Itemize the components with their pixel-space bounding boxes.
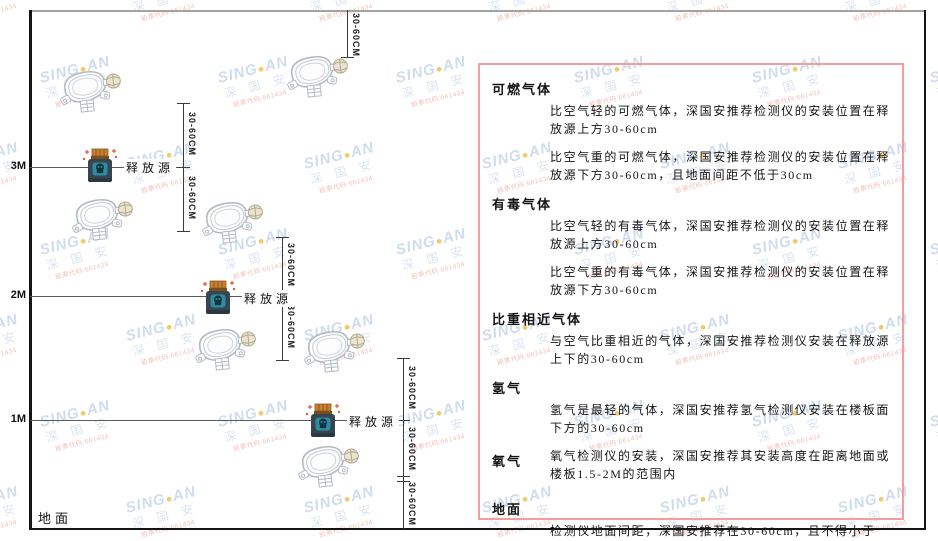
floor-line xyxy=(30,528,926,530)
section-heading: 氧气 xyxy=(492,454,523,469)
section-heading: 地面 xyxy=(492,502,523,517)
dimension-tick xyxy=(397,476,410,477)
info-panel: 可燃气体 比空气轻的可燃气体，深国安推荐检测仪的安装位置在释放源上方30-60c… xyxy=(478,63,904,538)
release-source-icon xyxy=(82,148,118,183)
gas-detector-icon xyxy=(283,52,351,100)
dimension-label: 30-60CM xyxy=(187,176,197,221)
section-heading: 有毒气体 xyxy=(492,197,553,212)
panel-section: 地面 检测仪地面间距，深国安推荐在30-60cm，且不得小于30cm，因为过低容… xyxy=(492,499,890,541)
dimension-tick xyxy=(177,103,190,104)
dimension-tick xyxy=(397,481,410,482)
height-marker-3m: 3M xyxy=(10,160,26,172)
release-source-label: 释放源 xyxy=(347,413,400,430)
section-heading: 比重相近气体 xyxy=(492,312,583,327)
section-paragraph: 比空气重的可燃气体，深国安推荐检测仪的安装位置在释放源下方30-60cm，且地面… xyxy=(550,150,891,182)
dimension-label: 30-60CM xyxy=(407,482,417,527)
gas-detector-icon xyxy=(294,442,362,490)
section-paragraph: 检测仪地面间距，深国安推荐在30-60cm，且不得小于30cm，因为过低容易水溅… xyxy=(550,524,876,538)
section-paragraph: 氢气是最轻的气体，深国安推荐氢气检测仪安装在楼板面下方的30-60cm xyxy=(550,403,891,435)
panel-section: 可燃气体 比空气轻的可燃气体，深国安推荐检测仪的安装位置在释放源上方30-60c… xyxy=(492,79,890,184)
left-wall-line xyxy=(29,10,32,530)
dimension-line-1m xyxy=(403,358,404,529)
section-heading: 可燃气体 xyxy=(492,82,553,97)
section-paragraph: 与空气比重相近的气体，深国安推荐检测仪安装在释放源上下的30-60cm xyxy=(550,334,891,366)
dimension-tick xyxy=(397,420,410,421)
dimension-label: 30-60CM xyxy=(351,13,361,58)
height-marker-1m: 1M xyxy=(10,413,26,425)
ref-line-1m xyxy=(30,420,403,421)
ref-line-2m xyxy=(30,296,282,297)
dimension-tick xyxy=(177,231,190,232)
release-source-label: 释放源 xyxy=(124,159,177,176)
dimension-label: 30-60CM xyxy=(187,112,197,157)
dimension-tick xyxy=(397,358,410,359)
release-source-label: 释放源 xyxy=(242,290,295,307)
ground-label: 地面 xyxy=(38,511,73,526)
dimension-label: 30-60CM xyxy=(407,427,417,472)
panel-section: 有毒气体 比空气轻的有毒气体，深国安推荐检测仪的安装位置在释放源上方30-60c… xyxy=(492,194,890,299)
panel-section: 氢气 氢气是最轻的气体，深国安推荐氢气检测仪安装在楼板面下方的30-60cm xyxy=(492,378,890,437)
height-marker-2m: 2M xyxy=(10,289,26,301)
gas-detector-icon xyxy=(198,198,266,246)
section-paragraph: 比空气轻的可燃气体，深国安推荐检测仪的安装位置在释放源上方30-60cm xyxy=(550,104,891,136)
release-source-icon xyxy=(305,403,341,438)
dimension-label: 30-60CM xyxy=(286,243,296,288)
dimension-tick xyxy=(276,360,289,361)
gas-detector-icon xyxy=(56,67,124,115)
dimension-label: 30-60CM xyxy=(286,305,296,350)
panel-section: 氧气 氧气检测仪的安装，深国安推荐其安装高度在距离地面或楼板1.5-2M的范围内 xyxy=(492,447,890,483)
dimension-label: 30-60CM xyxy=(407,366,417,411)
right-wall-line xyxy=(924,10,926,530)
dimension-tick xyxy=(276,237,289,238)
ceiling-line xyxy=(30,10,926,12)
gas-detector-icon xyxy=(300,327,368,375)
section-paragraph: 氧气检测仪的安装，深国安推荐其安装高度在距离地面或楼板1.5-2M的范围内 xyxy=(550,449,891,481)
dimension-line-ceiling xyxy=(347,10,348,58)
gas-detector-icon xyxy=(191,325,259,373)
gas-detector-icon xyxy=(68,195,136,243)
dimension-tick xyxy=(341,57,354,58)
section-paragraph: 比空气重的有毒气体，深国安推荐检测仪的安装位置在释放源下方30-60cm xyxy=(550,265,891,297)
release-source-icon xyxy=(200,280,236,315)
panel-section: 比重相近气体 与空气比重相近的气体，深国安推荐检测仪安装在释放源上下的30-60… xyxy=(492,309,890,368)
section-paragraph: 比空气轻的有毒气体，深国安推荐检测仪的安装位置在释放源上方30-60cm xyxy=(550,219,891,251)
dimension-tick xyxy=(177,167,190,168)
section-heading: 氢气 xyxy=(492,381,523,396)
